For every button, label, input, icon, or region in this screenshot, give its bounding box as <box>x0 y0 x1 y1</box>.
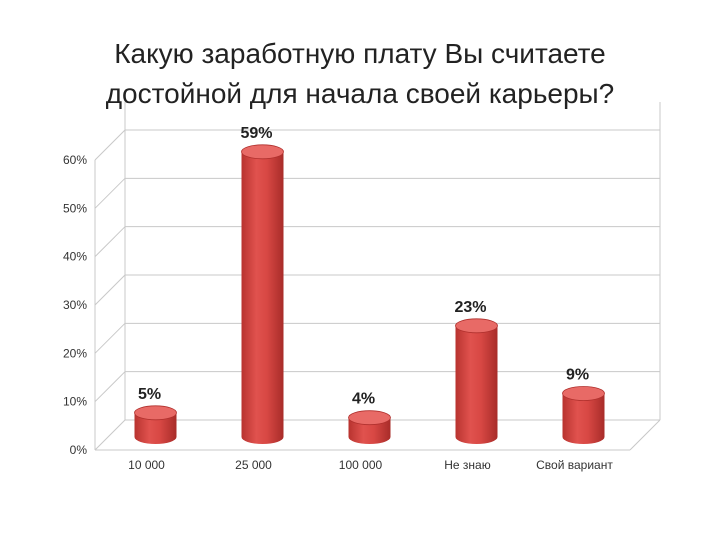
bar <box>562 393 605 444</box>
gridline-depth <box>94 322 126 354</box>
x-tick-label: 25 000 <box>235 458 272 472</box>
labels-layer: 5% 10 000 59% 25 000 4% 100 000 23% Не знаю 9% Св… <box>128 125 613 472</box>
bar-top <box>455 318 498 334</box>
bar <box>241 151 284 445</box>
gridline-depth <box>94 129 126 161</box>
chart-title: Какую заработную плату Вы считаете досто… <box>0 34 720 114</box>
bar <box>134 412 177 444</box>
gridline-depth <box>94 371 126 403</box>
data-label: 9% <box>566 367 589 384</box>
bar <box>348 417 391 444</box>
y-tick-label: 40% <box>63 250 87 264</box>
floor-right-edge <box>629 419 661 451</box>
bar-top <box>562 386 605 401</box>
gridline-depth <box>94 419 126 451</box>
data-label: 4% <box>352 391 375 408</box>
chart-title-line-1: Какую заработную плату Вы считаете <box>114 38 606 69</box>
bar-top <box>348 410 391 426</box>
x-tick-label: 100 000 <box>339 458 383 472</box>
data-label: 59% <box>240 125 272 142</box>
y-tick-label: 50% <box>63 201 87 215</box>
x-tick-label: Свой вариант <box>536 458 613 472</box>
data-label: 23% <box>454 299 486 316</box>
y-tick-label: 30% <box>63 298 87 312</box>
y-tick-label: 10% <box>63 395 87 409</box>
bars-layer <box>134 144 605 445</box>
chart-title-line-2: достойной для начала своей карьеры? <box>105 78 615 109</box>
y-tick-label: 60% <box>63 153 87 167</box>
bar-top <box>134 405 177 421</box>
gridline-depth <box>94 274 126 306</box>
gridline-depth <box>94 177 126 209</box>
x-tick-label: Не знаю <box>444 458 490 472</box>
x-tick-label: 10 000 <box>128 458 165 472</box>
gridline-depth <box>94 226 126 258</box>
y-tick-label: 0% <box>70 443 88 457</box>
bar <box>455 325 498 444</box>
bar-top <box>241 144 284 160</box>
data-label: 5% <box>138 386 161 403</box>
grid-layer: 0% 10% 20% 30% 40% 50% 60% <box>63 102 661 457</box>
y-tick-label: 20% <box>63 346 87 360</box>
